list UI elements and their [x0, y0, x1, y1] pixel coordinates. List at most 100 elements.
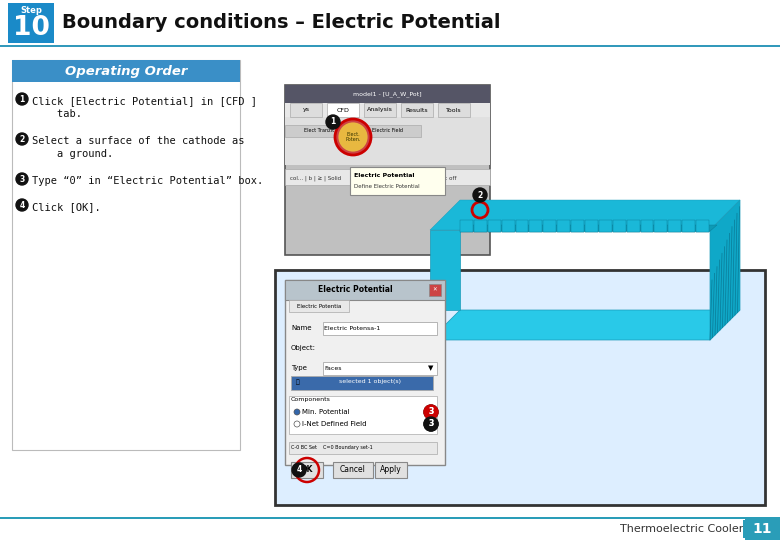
Bar [285, 85, 490, 255]
Text: ✕: ✕ [433, 287, 438, 293]
Bar [289, 442, 437, 454]
Polygon shape [626, 225, 647, 232]
Polygon shape [696, 225, 717, 232]
Bar [429, 284, 441, 296]
Bar [12, 60, 240, 450]
Circle shape [424, 405, 438, 419]
Polygon shape [544, 220, 556, 232]
Text: Faces: Faces [324, 366, 342, 370]
Text: 📌: 📌 [296, 379, 300, 385]
Polygon shape [474, 225, 495, 232]
Bar [289, 396, 437, 434]
Bar [285, 103, 490, 117]
Circle shape [292, 463, 306, 477]
Bar [275, 270, 765, 505]
Polygon shape [430, 310, 740, 340]
Circle shape [16, 93, 28, 105]
Polygon shape [640, 225, 661, 232]
Bar [285, 280, 445, 465]
Circle shape [424, 417, 438, 431]
Bar [745, 518, 780, 540]
Text: model1 - [U_A_W_Pot]: model1 - [U_A_W_Pot] [353, 91, 422, 97]
Text: Electric Field: Electric Field [371, 129, 402, 133]
Circle shape [16, 199, 28, 211]
Polygon shape [474, 220, 487, 232]
Text: 2: 2 [20, 134, 25, 144]
Circle shape [294, 409, 300, 415]
Text: Apply: Apply [380, 465, 402, 475]
Text: Define Electric Potential: Define Electric Potential [354, 184, 420, 189]
Polygon shape [488, 225, 509, 232]
Polygon shape [654, 220, 668, 232]
Text: Results: Results [406, 107, 428, 112]
Text: C-0 BC Set    C=0 Boundary set-1: C-0 BC Set C=0 Boundary set-1 [291, 446, 373, 450]
Text: Electric Potential: Electric Potential [317, 286, 392, 294]
Text: a ground.: a ground. [32, 149, 113, 159]
Circle shape [337, 121, 369, 153]
Polygon shape [430, 230, 460, 310]
Text: Electric Potential: Electric Potential [354, 173, 414, 178]
Bar [289, 300, 349, 312]
Polygon shape [585, 220, 598, 232]
Bar [353, 125, 421, 137]
Polygon shape [530, 225, 551, 232]
Bar [285, 85, 490, 103]
Bar [323, 322, 437, 335]
Circle shape [16, 133, 28, 145]
Polygon shape [626, 220, 640, 232]
Text: Name: Name [291, 325, 311, 331]
Polygon shape [654, 225, 675, 232]
Polygon shape [516, 225, 537, 232]
Text: 3: 3 [20, 174, 25, 184]
Polygon shape [640, 220, 654, 232]
Polygon shape [502, 220, 515, 232]
Circle shape [473, 188, 487, 202]
Polygon shape [571, 225, 592, 232]
Polygon shape [696, 220, 709, 232]
Bar [290, 103, 322, 117]
Text: Thermoelectric Cooler: Thermoelectric Cooler [620, 524, 743, 534]
Polygon shape [502, 225, 523, 232]
Text: selected 1 object(s): selected 1 object(s) [339, 380, 401, 384]
Text: All Geometries: off: All Geometries: off [405, 176, 456, 180]
Polygon shape [682, 220, 695, 232]
Circle shape [294, 421, 300, 427]
Text: Components: Components [291, 396, 331, 402]
Polygon shape [516, 220, 528, 232]
Polygon shape [682, 225, 703, 232]
Bar [285, 117, 490, 165]
Polygon shape [460, 220, 473, 232]
Text: col... | b | ≥ | Solid: col... | b | ≥ | Solid [290, 176, 341, 181]
Text: ys: ys [303, 107, 310, 112]
Polygon shape [571, 220, 584, 232]
Text: Select a surface of the cathode as: Select a surface of the cathode as [32, 136, 244, 146]
Text: ▼: ▼ [428, 365, 434, 371]
Bar [375, 462, 407, 478]
Text: Tools: Tools [446, 107, 462, 112]
Circle shape [16, 173, 28, 185]
Text: 10: 10 [12, 15, 49, 41]
Text: Type “0” in “Electric Potential” box.: Type “0” in “Electric Potential” box. [32, 176, 264, 186]
Bar [285, 169, 490, 185]
Bar [0, 518, 780, 540]
Bar [323, 362, 437, 375]
Text: 1: 1 [20, 94, 25, 104]
Bar [333, 462, 373, 478]
Text: Boundary conditions – Electric Potential: Boundary conditions – Electric Potential [62, 14, 501, 32]
Bar [12, 60, 240, 82]
Text: 4: 4 [296, 465, 302, 475]
Text: 3: 3 [428, 408, 434, 416]
Text: Min. Potential: Min. Potential [302, 409, 349, 415]
Text: 3: 3 [428, 408, 434, 416]
Text: 3: 3 [428, 420, 434, 429]
Bar [364, 103, 396, 117]
Bar [743, 520, 744, 538]
Polygon shape [585, 225, 606, 232]
Text: Electric Potensa-1: Electric Potensa-1 [324, 326, 381, 330]
Text: 4: 4 [20, 200, 25, 210]
Circle shape [424, 405, 438, 419]
Polygon shape [668, 225, 690, 232]
Bar [291, 376, 433, 390]
Bar [285, 280, 445, 300]
Text: 3: 3 [428, 420, 434, 429]
